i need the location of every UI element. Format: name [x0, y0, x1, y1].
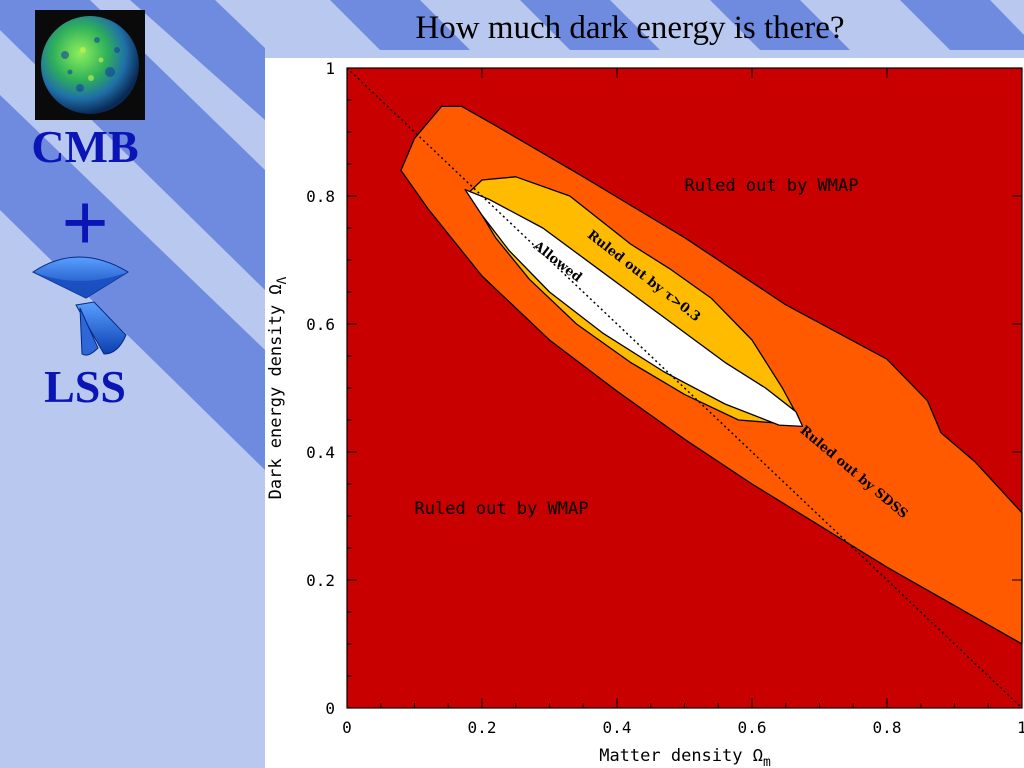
lss-label: LSS	[44, 361, 126, 412]
cmb-label: CMB	[31, 121, 139, 172]
x-tick-label: 1	[1017, 718, 1024, 737]
slide-title: How much dark energy is there?	[415, 10, 845, 46]
diagonal-stripe	[330, 0, 470, 50]
annotation-ruled-out-by-wmap: Ruled out by WMAP	[685, 176, 859, 196]
lss-survey-wedge-icon	[31, 256, 129, 356]
diagonal-stripe	[520, 0, 660, 50]
y-tick-label: 0	[325, 699, 335, 718]
y-tick-label: 0.6	[306, 315, 335, 334]
annotation-ruled-out-by-wmap: Ruled out by WMAP	[415, 499, 589, 519]
x-axis-label: Matter density Ωm	[599, 746, 771, 768]
diagonal-stripe	[130, 0, 265, 120]
x-tick-label: 0.6	[738, 718, 767, 737]
diagonal-stripe	[900, 0, 1024, 50]
y-tick-label: 0.2	[306, 571, 335, 590]
cmb-sphere-icon	[35, 10, 145, 120]
x-tick-label: 0.4	[603, 718, 632, 737]
plus-sign: +	[61, 177, 109, 270]
y-tick-label: 0.4	[306, 443, 335, 462]
flat-universe-line	[346, 67, 1023, 709]
region-allowed	[464, 188, 804, 428]
y-tick-label: 0.8	[306, 187, 335, 206]
diagonal-stripe	[0, 95, 265, 470]
y-axis-label: Dark energy density ΩΛ	[266, 276, 290, 499]
x-tick-label: 0	[342, 718, 352, 737]
x-tick-label: 0.8	[873, 718, 902, 737]
diagonal-stripe	[710, 0, 850, 50]
x-tick-label: 0.2	[468, 718, 497, 737]
dark-energy-chart: 0 0.2 0.4 0.6 0.8 1 0 0.2 0.4 0.6 0.8 1 Ruled out b…	[265, 58, 1024, 768]
y-tick-label: 1	[325, 59, 335, 78]
